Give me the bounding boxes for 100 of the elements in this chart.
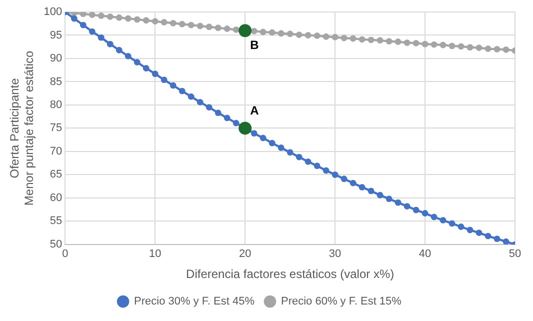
point: [404, 39, 410, 46]
point: [160, 76, 168, 84]
point: [80, 22, 86, 28]
point: [124, 15, 132, 22]
x-tick-label: 0: [62, 248, 68, 260]
point: [386, 38, 392, 44]
point: [332, 34, 338, 40]
point: [278, 30, 284, 37]
point: [484, 46, 492, 52]
point: [322, 167, 330, 174]
point: [368, 36, 374, 44]
point: [224, 114, 230, 122]
point: [376, 192, 384, 198]
x-tick-label: 20: [238, 248, 252, 260]
point: [314, 32, 320, 39]
point: [116, 46, 122, 54]
point: [358, 184, 366, 190]
point: [260, 28, 266, 36]
point: [152, 18, 158, 24]
y-axis-title: Oferta Participante Menor puntaje factor estático: [8, 50, 36, 206]
point: [196, 98, 204, 106]
point: [304, 158, 312, 165]
annotation: A: [250, 104, 260, 118]
y-tick-label: 55: [50, 215, 62, 228]
point: [238, 24, 252, 38]
point: [214, 110, 222, 116]
point: [314, 162, 320, 170]
point: [484, 232, 492, 240]
point: [476, 230, 482, 236]
point: [286, 30, 294, 38]
point: [386, 196, 392, 202]
point: [232, 26, 240, 33]
point: [340, 34, 348, 42]
point: [88, 12, 96, 18]
point: [466, 44, 474, 51]
point: [178, 20, 186, 28]
legend-label: Precio 30% y F. Est 45%: [134, 296, 255, 308]
point: [214, 24, 222, 32]
point: [358, 36, 366, 43]
point: [106, 40, 114, 48]
point: [322, 33, 330, 40]
y-tick-label: 80: [50, 98, 62, 111]
point: [494, 236, 500, 242]
x-axis-title: Diferencia factores estáticos (valor x%): [186, 267, 394, 282]
point: [394, 199, 402, 206]
point: [170, 82, 176, 89]
point: [232, 120, 240, 126]
point: [448, 42, 456, 50]
y-tick-label: 95: [50, 29, 62, 42]
point: [458, 224, 464, 230]
x-tick-label: 40: [418, 248, 432, 260]
annotation: B: [250, 38, 260, 52]
point: [188, 22, 194, 28]
point: [422, 40, 428, 48]
y-tick-label: 85: [50, 76, 62, 88]
point: [134, 59, 140, 66]
point: [278, 144, 284, 151]
point: [368, 188, 374, 194]
point: [206, 104, 212, 110]
y-tick-label: 50: [50, 238, 62, 250]
point: [430, 41, 438, 48]
point: [80, 12, 86, 18]
point: [98, 34, 104, 41]
point: [224, 26, 230, 32]
point: [494, 46, 500, 52]
point: [260, 134, 266, 142]
point: [350, 35, 356, 42]
point: [98, 12, 104, 19]
point: [430, 214, 438, 220]
point: [152, 70, 158, 78]
point: [440, 42, 446, 48]
point: [340, 176, 348, 182]
legend-label: Precio 60% y F. Est 15%: [281, 296, 402, 308]
point: [448, 220, 456, 227]
point: [412, 206, 420, 214]
point: [376, 37, 384, 44]
point: [304, 32, 312, 38]
point: [476, 44, 482, 51]
y-tick-label: 60: [50, 192, 62, 204]
y-tick-label: 65: [50, 168, 62, 181]
point: [286, 149, 294, 156]
y-tick-label: 70: [50, 145, 62, 158]
point: [350, 180, 356, 186]
y-tick-label: 75: [50, 122, 62, 134]
point: [296, 32, 302, 38]
point: [88, 28, 96, 35]
point: [332, 171, 338, 178]
point: [160, 19, 168, 26]
point: [142, 17, 150, 24]
point: [268, 140, 276, 146]
point: [502, 238, 510, 244]
point: [296, 154, 302, 160]
point: [466, 226, 474, 234]
point: [412, 40, 420, 46]
point: [106, 13, 114, 20]
x-tick-label: 10: [148, 248, 162, 260]
point: [170, 20, 176, 26]
point: [458, 43, 464, 50]
point: [124, 52, 132, 60]
point: [502, 46, 510, 53]
